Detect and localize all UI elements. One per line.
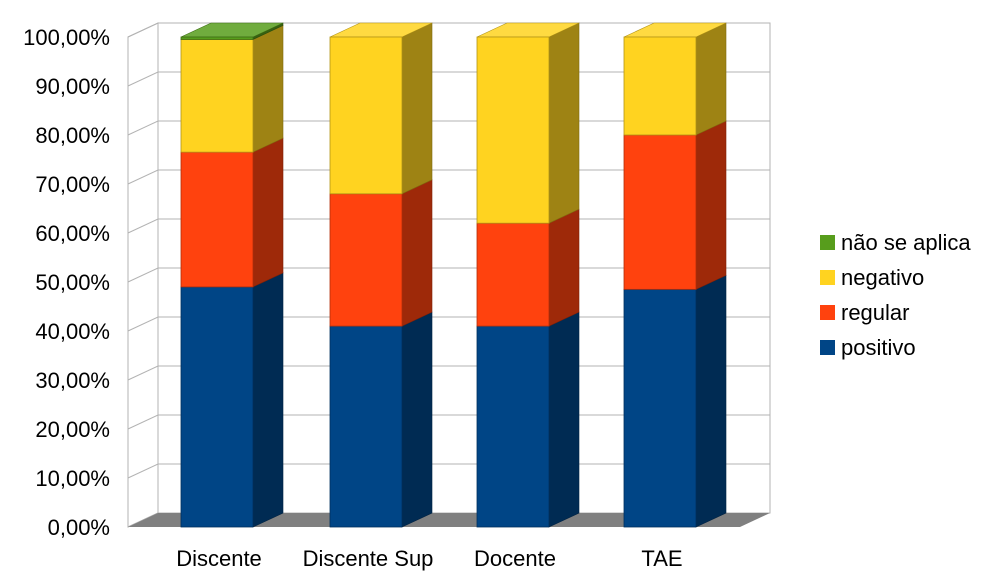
x-tick-label: TAE: [641, 546, 682, 571]
legend-label: regular: [841, 300, 909, 325]
y-tick-label: 70,00%: [35, 172, 110, 197]
bar-segment-regular-discente-sup: [329, 179, 433, 327]
y-tick-label: 90,00%: [35, 74, 110, 99]
y-axis-ticks: 0,00% 10,00% 20,00% 30,00% 40,00% 50,00% 60,00…: [23, 25, 110, 540]
x-tick-label: Discente Sup: [303, 546, 434, 571]
legend-swatch: [820, 305, 835, 320]
bar-segment-positivo-discente-sup: [329, 311, 433, 528]
bar-segment-negativo-discente-sup: [329, 22, 433, 195]
y-tick-label: 0,00%: [48, 515, 110, 540]
bar-segment-negativo-docente: [476, 22, 580, 224]
y-tick-label: 20,00%: [35, 417, 110, 442]
x-tick-label: Docente: [474, 546, 556, 571]
bar-segment-n-o-se-aplica-discente: [180, 22, 284, 40]
floor-plane: [128, 513, 770, 527]
bar-segment-regular-discente: [180, 137, 284, 288]
legend-label: negativo: [841, 265, 924, 290]
y-tick-label: 50,00%: [35, 270, 110, 295]
y-tick-label: 30,00%: [35, 368, 110, 393]
bar-segment-positivo-tae: [623, 274, 727, 528]
x-tick-label: Discente: [176, 546, 262, 571]
y-tick-label: 40,00%: [35, 319, 110, 344]
y-tick-label: 60,00%: [35, 221, 110, 246]
y-tick-label: 10,00%: [35, 466, 110, 491]
bar-segment-negativo-discente: [180, 24, 284, 153]
bar-segment-positivo-discente: [180, 272, 284, 528]
bar-segment-negativo-tae: [623, 22, 727, 136]
bar-segment-regular-tae: [623, 120, 727, 290]
chart-floor: [128, 513, 770, 527]
legend-swatch: [820, 340, 835, 355]
bars: [180, 22, 727, 528]
legend-swatch: [820, 270, 835, 285]
x-axis-labels: Discente Discente Sup Docente TAE: [176, 546, 682, 571]
legend-label: não se aplica: [841, 230, 971, 255]
y-tick-label: 80,00%: [35, 123, 110, 148]
legend-label: positivo: [841, 335, 916, 360]
bar-segment-regular-docente: [476, 208, 580, 327]
legend: não se aplica negativo regular positivo: [820, 230, 971, 360]
y-tick-label: 100,00%: [23, 25, 110, 50]
bar-segment-positivo-docente: [476, 311, 580, 528]
legend-swatch: [820, 235, 835, 250]
